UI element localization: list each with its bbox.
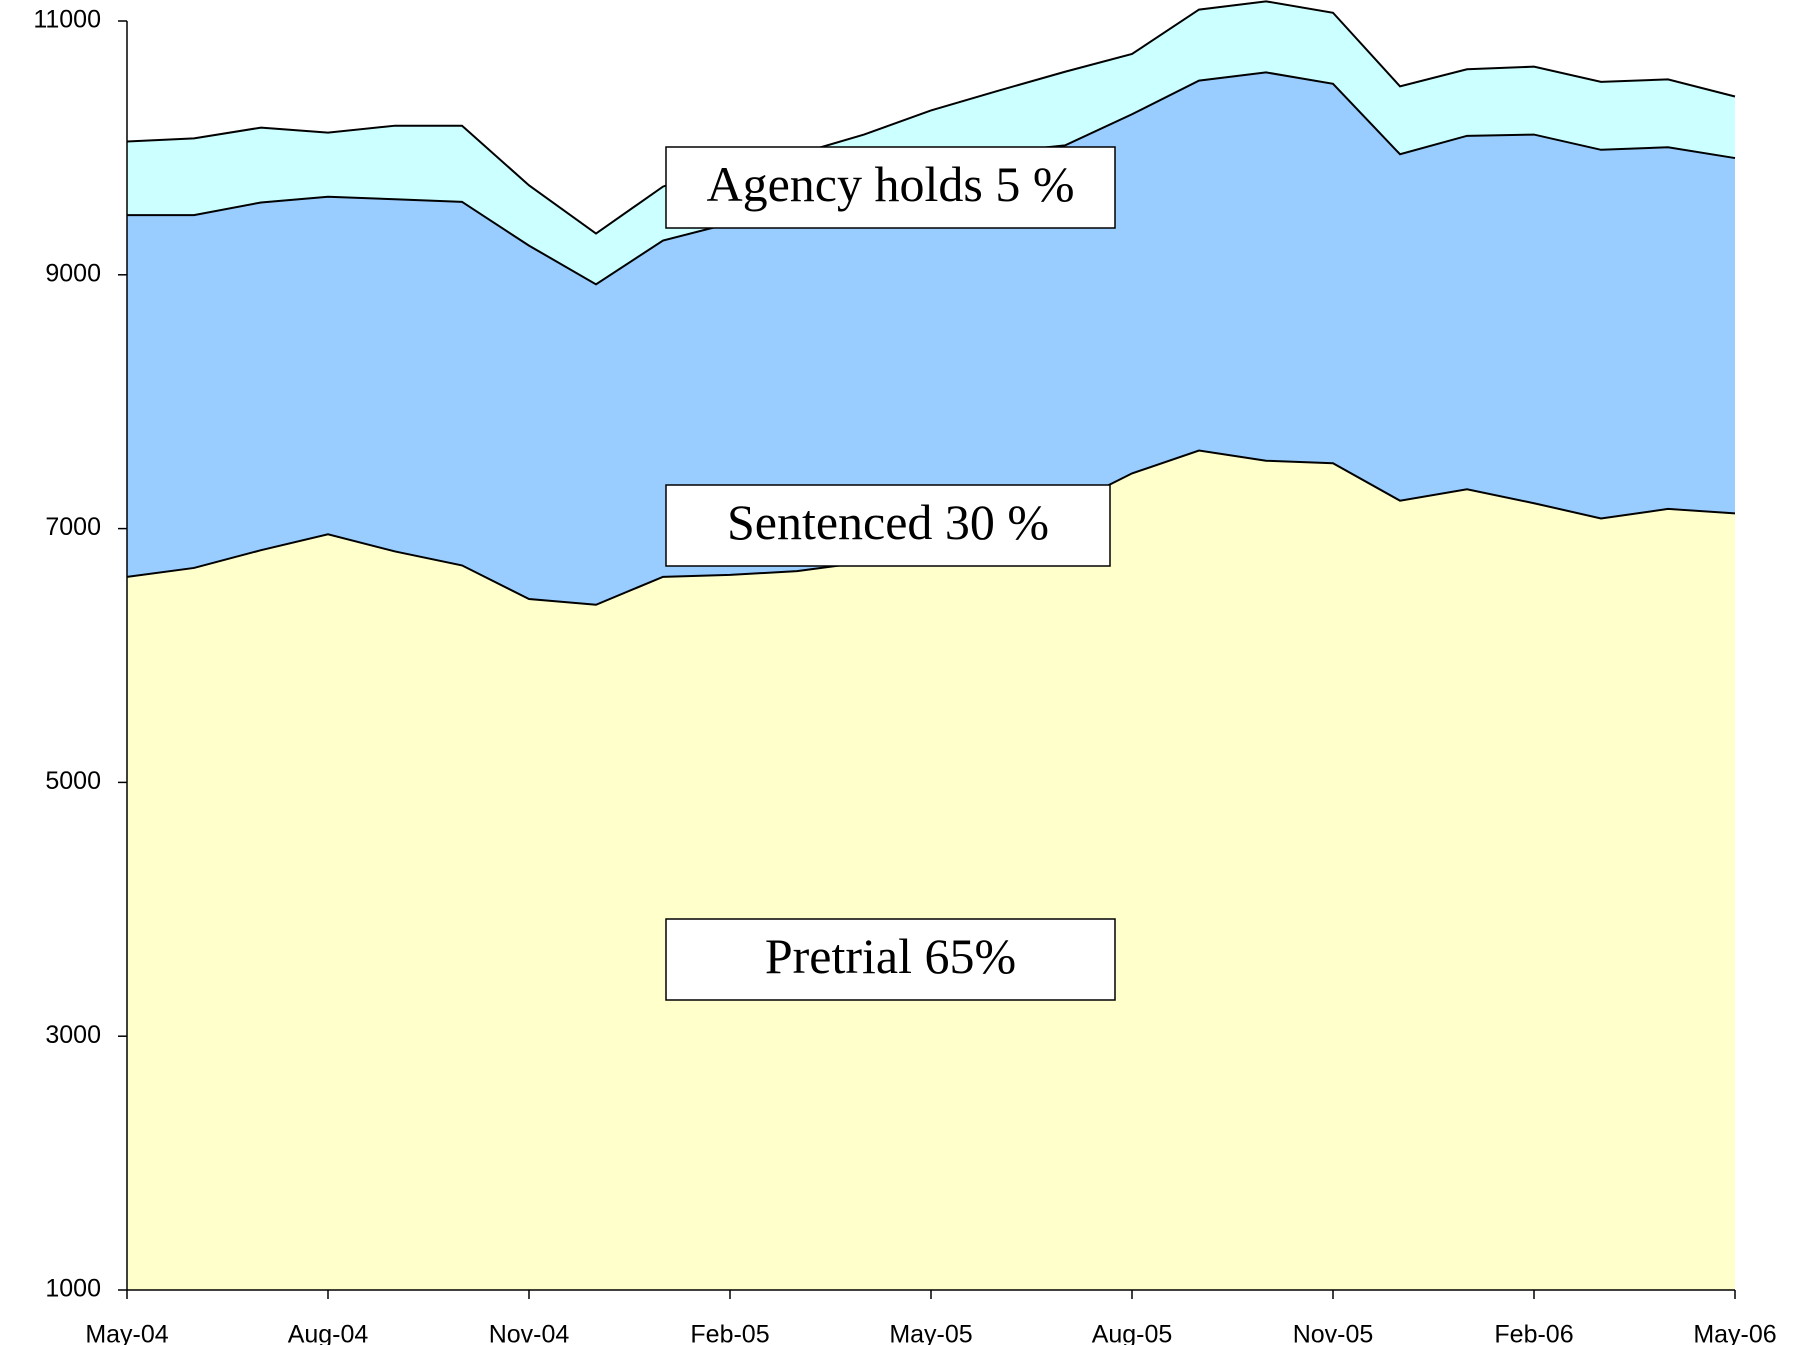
x-tick-label: May-06 — [1693, 1321, 1776, 1345]
annotation-box — [665, 146, 1116, 229]
y-tick-label: 11000 — [33, 6, 101, 34]
annotation: Agency holds 5 % — [707, 156, 1075, 212]
y-tick-label: 9000 — [45, 259, 101, 287]
y-tick-label: 1000 — [45, 1275, 101, 1303]
area — [127, 450, 1735, 1290]
y-tick-label: 5000 — [45, 767, 101, 795]
x-tick-label: Nov-04 — [489, 1321, 570, 1345]
annotation-box — [665, 918, 1116, 1001]
annotation-box — [665, 484, 1111, 567]
area-outline — [126, 0, 1736, 235]
x-tick-label: Feb-05 — [690, 1321, 769, 1345]
y-tick-label: 3000 — [45, 1021, 101, 1049]
area — [127, 72, 1735, 605]
x-tick-label: Aug-04 — [288, 1321, 369, 1345]
x-tick-label: Feb-06 — [1494, 1321, 1573, 1345]
annotation: Pretrial 65% — [765, 928, 1016, 984]
area — [127, 1, 1735, 285]
x-tick-label: Nov-05 — [1293, 1321, 1374, 1345]
y-tick-label: 7000 — [45, 513, 101, 541]
x-tick-label: May-05 — [889, 1321, 972, 1345]
x-tick-label: Aug-05 — [1092, 1321, 1173, 1345]
annotation: Sentenced 30 % — [727, 494, 1049, 550]
x-tick-label: May-04 — [85, 1321, 168, 1345]
